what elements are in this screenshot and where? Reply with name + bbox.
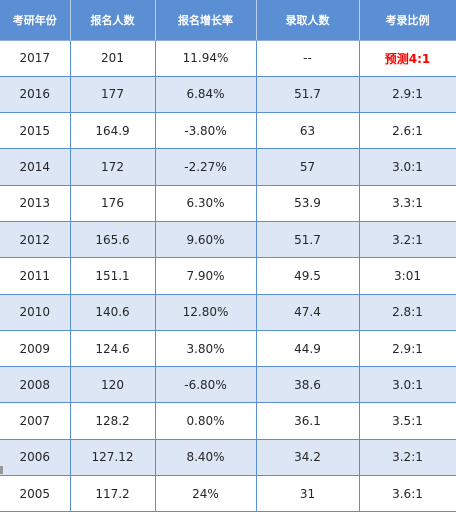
- cell-admitted: 47.4: [256, 294, 360, 331]
- table-row: 2016 177 6.84% 51.7 2.9:1: [0, 76, 456, 114]
- cell-growth-rate: 8.40%: [155, 439, 257, 477]
- cell-year: 2005: [0, 475, 71, 513]
- cell-ratio: 3.0:1: [359, 366, 456, 404]
- cell-growth-rate: -2.27%: [155, 148, 257, 186]
- cell-applicants: 176: [70, 185, 156, 222]
- table-row: 2010 140.6 12.80% 47.4 2.8:1: [0, 294, 456, 331]
- cell-ratio: 2.6:1: [359, 112, 456, 150]
- cell-applicants: 127.12: [70, 439, 156, 477]
- cell-growth-rate: 7.90%: [155, 257, 257, 295]
- cell-year: 2010: [0, 294, 71, 331]
- table-row: 2006 127.12 8.40% 34.2 3.2:1: [0, 439, 456, 477]
- cell-admitted: --: [256, 40, 360, 77]
- header-growth-rate: 报名增长率: [155, 0, 257, 41]
- cell-applicants: 140.6: [70, 294, 156, 331]
- table-row: 2011 151.1 7.90% 49.5 3:01: [0, 257, 456, 295]
- cell-applicants: 177: [70, 76, 156, 114]
- cell-applicants: 165.6: [70, 221, 156, 259]
- cell-admitted: 63: [256, 112, 360, 150]
- table-row: 2015 164.9 -3.80% 63 2.6:1: [0, 112, 456, 150]
- cell-admitted: 51.7: [256, 221, 360, 259]
- header-admitted: 录取人数: [256, 0, 360, 41]
- cell-admitted: 34.2: [256, 439, 360, 477]
- cell-growth-rate: -3.80%: [155, 112, 257, 150]
- cell-year: 2009: [0, 330, 71, 368]
- header-ratio: 考录比例: [359, 0, 456, 41]
- cell-year: 2016: [0, 76, 71, 114]
- cell-growth-rate: 0.80%: [155, 402, 257, 440]
- cell-admitted: 36.1: [256, 402, 360, 440]
- cell-growth-rate: 3.80%: [155, 330, 257, 368]
- cell-year: 2013: [0, 185, 71, 222]
- cell-applicants: 201: [70, 40, 156, 77]
- cell-applicants: 117.2: [70, 475, 156, 513]
- cell-ratio: 3.2:1: [359, 439, 456, 477]
- exam-stats-table: 考研年份 报名人数 报名增长率 录取人数 考录比例 2017 201 11.94…: [0, 0, 456, 513]
- cell-growth-rate: 6.30%: [155, 185, 257, 222]
- header-applicants: 报名人数: [70, 0, 156, 41]
- cell-year: 2015: [0, 112, 71, 150]
- cell-ratio: 2.8:1: [359, 294, 456, 331]
- cell-year: 2008: [0, 366, 71, 404]
- table-body: 2017 201 11.94% -- 预测4:1 2016 177 6.84% …: [0, 40, 456, 513]
- cell-year: 2017: [0, 40, 71, 77]
- cell-year: 2006: [0, 439, 71, 477]
- table-row: 2005 117.2 24% 31 3.6:1: [0, 475, 456, 513]
- cell-ratio: 3.0:1: [359, 148, 456, 186]
- cell-admitted: 31: [256, 475, 360, 513]
- cell-applicants: 124.6: [70, 330, 156, 368]
- cell-applicants: 151.1: [70, 257, 156, 295]
- cell-ratio-forecast: 预测4:1: [359, 40, 456, 77]
- cell-applicants: 172: [70, 148, 156, 186]
- cell-ratio: 2.9:1: [359, 330, 456, 368]
- cell-growth-rate: 12.80%: [155, 294, 257, 331]
- cell-ratio: 3.6:1: [359, 475, 456, 513]
- cell-year: 2012: [0, 221, 71, 259]
- table-row: 2008 120 -6.80% 38.6 3.0:1: [0, 366, 456, 404]
- cell-admitted: 53.9: [256, 185, 360, 222]
- cell-ratio: 3.2:1: [359, 221, 456, 259]
- header-year: 考研年份: [0, 0, 71, 41]
- cell-ratio: 2.9:1: [359, 76, 456, 114]
- cell-admitted: 57: [256, 148, 360, 186]
- cell-growth-rate: 11.94%: [155, 40, 257, 77]
- header-row: 考研年份 报名人数 报名增长率 录取人数 考录比例: [0, 0, 456, 41]
- cell-growth-rate: 6.84%: [155, 76, 257, 114]
- table-row: 2012 165.6 9.60% 51.7 3.2:1: [0, 221, 456, 259]
- table-row: 2009 124.6 3.80% 44.9 2.9:1: [0, 330, 456, 368]
- cell-ratio: 3.3:1: [359, 185, 456, 222]
- table-row: 2014 172 -2.27% 57 3.0:1: [0, 148, 456, 186]
- cell-growth-rate: 24%: [155, 475, 257, 513]
- table-row: 2007 128.2 0.80% 36.1 3.5:1: [0, 402, 456, 440]
- cell-year: 2007: [0, 402, 71, 440]
- table-header: 考研年份 报名人数 报名增长率 录取人数 考录比例: [0, 0, 456, 41]
- cell-ratio: 3:01: [359, 257, 456, 295]
- cell-admitted: 44.9: [256, 330, 360, 368]
- table-row: 2013 176 6.30% 53.9 3.3:1: [0, 185, 456, 222]
- cell-growth-rate: -6.80%: [155, 366, 257, 404]
- cell-applicants: 120: [70, 366, 156, 404]
- cell-applicants: 128.2: [70, 402, 156, 440]
- cell-year: 2014: [0, 148, 71, 186]
- cell-admitted: 49.5: [256, 257, 360, 295]
- cell-ratio: 3.5:1: [359, 402, 456, 440]
- cell-admitted: 51.7: [256, 76, 360, 114]
- cell-growth-rate: 9.60%: [155, 221, 257, 259]
- cell-admitted: 38.6: [256, 366, 360, 404]
- table-row: 2017 201 11.94% -- 预测4:1: [0, 40, 456, 77]
- cell-year: 2011: [0, 257, 71, 295]
- row-edge-marker: [0, 466, 3, 474]
- cell-applicants: 164.9: [70, 112, 156, 150]
